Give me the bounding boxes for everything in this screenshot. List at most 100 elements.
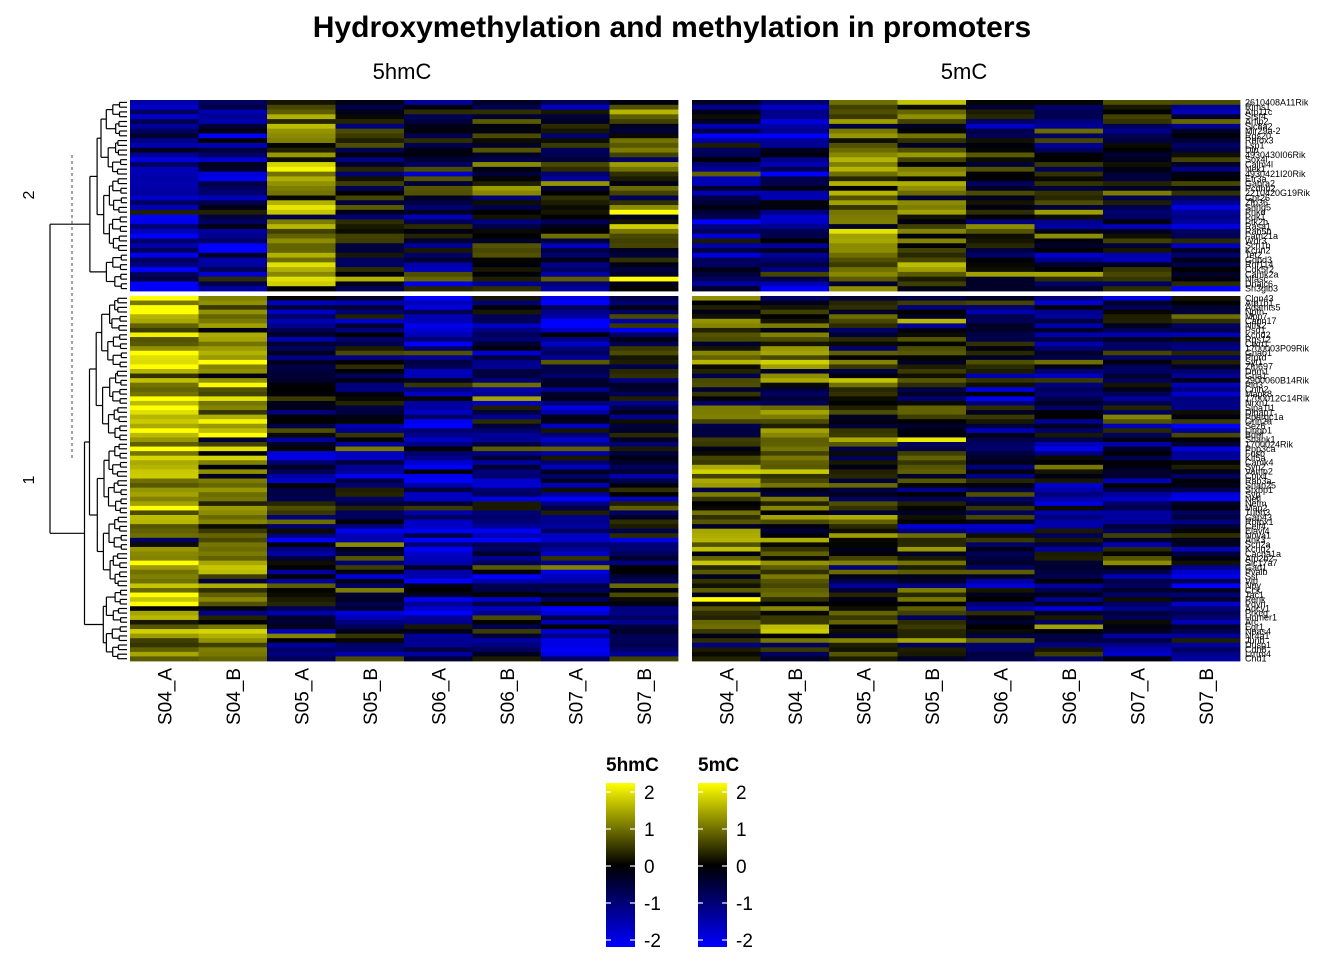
heatmap-cell bbox=[267, 428, 336, 434]
heatmap-cell bbox=[1171, 533, 1241, 539]
heatmap-cell bbox=[267, 400, 336, 406]
heatmap-cell bbox=[404, 565, 473, 571]
heatmap-cell bbox=[829, 546, 898, 552]
heatmap-cell bbox=[404, 651, 473, 657]
heatmap-cell bbox=[472, 442, 542, 447]
heatmap-cell bbox=[1103, 551, 1172, 557]
heatmap-cell bbox=[966, 492, 1035, 498]
heatmap-cell bbox=[609, 597, 679, 603]
heatmap-cell bbox=[897, 181, 967, 187]
heatmap-cell bbox=[692, 123, 761, 130]
heatmap-cell bbox=[692, 214, 761, 220]
heatmap-cell bbox=[541, 267, 610, 273]
heatmap-cell bbox=[472, 556, 542, 562]
heatmap-cell bbox=[609, 464, 679, 470]
column-label: S04_A bbox=[155, 668, 176, 725]
heatmap-cell bbox=[541, 219, 610, 225]
heatmap-cell bbox=[335, 387, 405, 393]
heatmap-cell bbox=[472, 350, 542, 356]
heatmap-cell bbox=[1103, 556, 1172, 562]
heatmap-cell bbox=[1171, 615, 1241, 621]
heatmap-cell bbox=[335, 128, 405, 134]
heatmap-cell bbox=[130, 355, 199, 361]
heatmap-cell bbox=[897, 483, 967, 489]
heatmap-cell bbox=[472, 162, 542, 168]
gene-label: Calm4l bbox=[1245, 160, 1273, 170]
heatmap-cell bbox=[404, 152, 473, 158]
heatmap-cell bbox=[404, 104, 473, 110]
heatmap-cell bbox=[829, 451, 898, 457]
heatmap-cell bbox=[267, 569, 336, 575]
heatmap-cell bbox=[335, 147, 405, 153]
heatmap-cell bbox=[1103, 410, 1172, 416]
heatmap-cell bbox=[966, 565, 1035, 571]
heatmap-cell bbox=[1171, 414, 1241, 420]
heatmap-cell bbox=[897, 185, 967, 192]
heatmap-cell bbox=[335, 615, 405, 621]
heatmap-cell bbox=[1034, 248, 1104, 254]
heatmap-cell bbox=[897, 327, 967, 333]
heatmap-cell bbox=[335, 142, 405, 149]
heatmap-cell bbox=[1171, 382, 1241, 388]
heatmap-cell bbox=[198, 327, 268, 333]
heatmap-cell bbox=[692, 332, 761, 338]
heatmap-cell bbox=[897, 147, 967, 153]
heatmap-cell bbox=[897, 176, 967, 182]
heatmap-cell bbox=[1103, 432, 1172, 438]
heatmap-cell bbox=[1171, 451, 1241, 457]
heatmap-cell bbox=[130, 171, 199, 177]
heatmap-cell bbox=[130, 346, 199, 352]
heatmap-cell bbox=[897, 314, 967, 320]
heatmap-cell bbox=[609, 483, 679, 489]
heatmap-cell bbox=[267, 556, 336, 562]
heatmap-cell bbox=[829, 185, 898, 192]
heatmap-cell bbox=[267, 505, 336, 511]
heatmap-cell bbox=[472, 414, 542, 420]
heatmap-cell bbox=[897, 166, 967, 173]
heatmap-cell bbox=[198, 642, 268, 648]
heatmap-cell bbox=[472, 314, 542, 320]
heatmap-cell bbox=[404, 200, 473, 206]
heatmap-cell bbox=[130, 615, 199, 621]
heatmap-cell bbox=[267, 350, 336, 356]
heatmap-cell bbox=[472, 157, 542, 163]
heatmap-cell bbox=[897, 350, 967, 356]
heatmap-cell bbox=[1171, 610, 1241, 616]
heatmap-cell bbox=[267, 346, 336, 352]
heatmap-cell bbox=[966, 100, 1035, 106]
heatmap-cell bbox=[1034, 162, 1104, 168]
heatmap-cell bbox=[472, 355, 542, 361]
heatmap-cell bbox=[760, 128, 830, 134]
heatmap-cell bbox=[335, 588, 405, 593]
heatmap-cell bbox=[335, 501, 405, 507]
gene-label: Gnao1 bbox=[1245, 348, 1272, 358]
heatmap-cell bbox=[760, 428, 830, 434]
heatmap-cell bbox=[404, 400, 473, 406]
gene-label: Dnm1 bbox=[1245, 366, 1269, 376]
heatmap-cell bbox=[541, 262, 610, 268]
heatmap-cell bbox=[609, 496, 679, 502]
heatmap-cell bbox=[404, 238, 473, 244]
heatmap-cell bbox=[760, 496, 830, 502]
heatmap-cell bbox=[692, 633, 761, 639]
heatmap-cell bbox=[829, 619, 898, 625]
heatmap-cell bbox=[1171, 341, 1241, 347]
gene-label: Map2 bbox=[1245, 503, 1268, 513]
heatmap-cell bbox=[130, 286, 199, 292]
heatmap-cell bbox=[897, 305, 967, 311]
heatmap-cell bbox=[1171, 332, 1241, 338]
heatmap-cell bbox=[1034, 138, 1104, 144]
heatmap-cell bbox=[541, 314, 610, 320]
heatmap-cell bbox=[1034, 382, 1104, 388]
heatmap-cell bbox=[1034, 647, 1104, 653]
heatmap-cell bbox=[541, 542, 610, 548]
heatmap-cell bbox=[1171, 556, 1241, 562]
heatmap-cell bbox=[692, 373, 761, 379]
heatmap-cell bbox=[692, 651, 761, 657]
heatmap-cell bbox=[1034, 238, 1104, 244]
heatmap-cell bbox=[198, 243, 268, 249]
heatmap-cell bbox=[130, 487, 199, 493]
heatmap-cell bbox=[692, 327, 761, 333]
heatmap-cell bbox=[267, 578, 336, 584]
gene-label: Slc8a2 bbox=[1245, 121, 1273, 131]
